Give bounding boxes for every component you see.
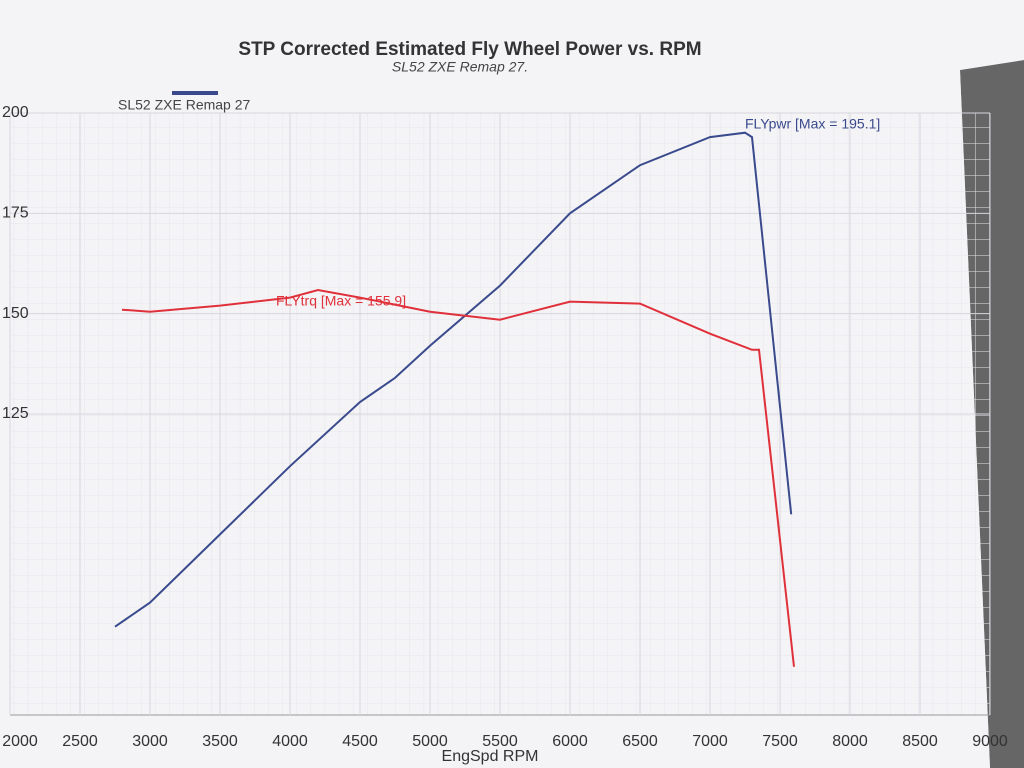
x-tick-label: 3000	[132, 733, 168, 750]
y-tick-label: 150	[2, 305, 29, 322]
y-tick-label: 175	[2, 205, 29, 222]
annotation: FLYpwr [Max = 195.1]	[745, 116, 880, 132]
x-tick-label: 5000	[412, 733, 448, 750]
x-tick-label: 2000	[2, 733, 38, 750]
x-tick-label: 7000	[692, 733, 728, 750]
x-tick-label: 2500	[62, 733, 98, 750]
chart-title: STP Corrected Estimated Fly Wheel Power …	[238, 39, 701, 60]
x-tick-label: 5500	[482, 733, 518, 750]
x-tick-label: 9000	[972, 733, 1008, 750]
x-tick-label: 4500	[342, 733, 378, 750]
x-tick-label: 6500	[622, 733, 658, 750]
chart-subtitle: SL52 ZXE Remap 27.	[392, 59, 528, 75]
legend-label: SL52 ZXE Remap 27	[118, 97, 251, 113]
x-tick-label: 3500	[202, 733, 238, 750]
x-tick-label: 8000	[832, 733, 868, 750]
x-tick-label: 7500	[762, 733, 798, 750]
y-tick-label: 200	[2, 104, 29, 121]
x-tick-label: 6000	[552, 733, 588, 750]
y-tick-label: 125	[2, 405, 29, 422]
series-line	[121, 288, 795, 667]
x-tick-label: 4000	[272, 733, 308, 750]
annotation: FLYtrq [Max = 155.9]	[276, 292, 406, 308]
x-axis-label: EngSpd RPM	[442, 748, 539, 765]
x-tick-label: 8500	[902, 733, 938, 750]
